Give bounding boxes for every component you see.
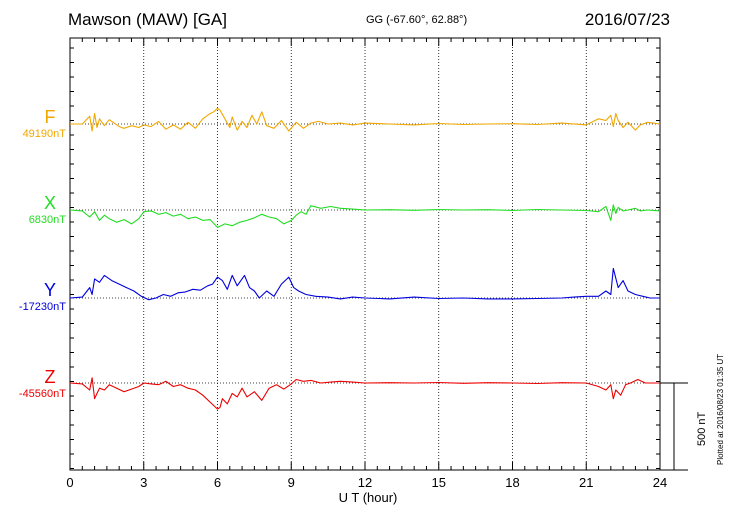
chart-date: 2016/07/23 xyxy=(584,10,670,29)
component-name: F xyxy=(44,107,56,127)
x-tick-label: 18 xyxy=(505,475,519,490)
x-tick-label: 6 xyxy=(214,475,221,490)
x-axis-title: U T (hour) xyxy=(338,490,398,505)
component-name: Z xyxy=(44,367,56,387)
plotted-timestamp: Plotted at 2016/08/23 01:35 UT xyxy=(716,353,725,465)
series-line-x xyxy=(69,204,661,228)
baseline-value: -17230nT xyxy=(18,301,66,313)
x-tick-label: 3 xyxy=(140,475,147,490)
trace-label-z: Z -45560nT xyxy=(6,368,66,400)
grid xyxy=(143,38,587,470)
x-tick-label: 9 xyxy=(288,475,295,490)
baseline-value: 6830nT xyxy=(28,214,66,226)
series-layer xyxy=(69,107,661,410)
x-tick-label: 0 xyxy=(66,475,73,490)
station-title: Mawson (MAW) [GA] xyxy=(68,10,227,29)
trace-label-x: X 6830nT xyxy=(6,194,66,226)
trace-label-f: F 49190nT xyxy=(6,108,66,140)
axis-ticks: 0 3 6 9 12 15 18 21 24 xyxy=(66,38,667,490)
baseline-value: 49190nT xyxy=(22,128,66,140)
component-name: Y xyxy=(43,280,56,300)
baseline-value: -45560nT xyxy=(18,388,66,400)
x-tick-label: 12 xyxy=(358,475,372,490)
series-line-z xyxy=(69,377,660,410)
x-tick-label: 21 xyxy=(579,475,593,490)
trace-label-y: Y -17230nT xyxy=(6,281,66,313)
geographic-coordinates: GG (-67.60°, 62.88°) xyxy=(366,14,468,26)
scale-bar xyxy=(660,382,688,471)
x-tick-label: 15 xyxy=(432,475,446,490)
x-tick-label: 24 xyxy=(653,475,667,490)
scale-bar-label: 500 nT xyxy=(696,411,708,446)
series-line-y xyxy=(69,267,660,301)
series-line-f xyxy=(70,107,661,132)
component-name: X xyxy=(43,193,56,213)
